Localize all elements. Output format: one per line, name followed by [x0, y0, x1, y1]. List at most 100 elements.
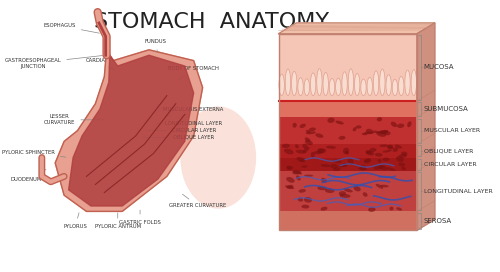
Ellipse shape	[376, 131, 386, 137]
Ellipse shape	[285, 185, 294, 189]
Ellipse shape	[343, 148, 349, 154]
Ellipse shape	[302, 144, 308, 149]
Text: CIRCULAR LAYER: CIRCULAR LAYER	[148, 128, 216, 133]
Ellipse shape	[340, 194, 350, 198]
Ellipse shape	[310, 152, 315, 157]
Ellipse shape	[396, 156, 404, 162]
Ellipse shape	[362, 192, 368, 197]
Ellipse shape	[398, 76, 404, 96]
Ellipse shape	[384, 131, 390, 135]
Ellipse shape	[345, 151, 349, 154]
Ellipse shape	[405, 70, 410, 96]
Ellipse shape	[390, 206, 394, 211]
Ellipse shape	[392, 79, 398, 96]
Ellipse shape	[298, 159, 306, 162]
Text: LONGITUDINAL LAYER: LONGITUDINAL LAYER	[424, 189, 492, 194]
Ellipse shape	[295, 144, 299, 148]
Bar	[278, 34, 417, 230]
Ellipse shape	[279, 74, 284, 96]
Ellipse shape	[398, 163, 405, 166]
Text: PYLORIC SPHINCTER: PYLORIC SPHINCTER	[2, 150, 66, 157]
Ellipse shape	[284, 149, 294, 154]
Ellipse shape	[336, 78, 341, 96]
Ellipse shape	[292, 170, 302, 174]
Ellipse shape	[411, 70, 416, 96]
Ellipse shape	[292, 71, 297, 96]
Ellipse shape	[296, 175, 300, 181]
Ellipse shape	[332, 160, 342, 163]
Text: ESOPHAGUS: ESOPHAGUS	[44, 23, 100, 33]
Ellipse shape	[314, 151, 322, 154]
Ellipse shape	[364, 132, 374, 134]
Ellipse shape	[380, 130, 388, 133]
Ellipse shape	[287, 166, 293, 169]
Ellipse shape	[358, 167, 368, 170]
Text: BODY OF STOMACH: BODY OF STOMACH	[168, 66, 219, 81]
Ellipse shape	[306, 131, 316, 134]
Ellipse shape	[380, 166, 388, 170]
Text: MUCOSA: MUCOSA	[424, 64, 454, 70]
Ellipse shape	[391, 122, 397, 127]
Ellipse shape	[388, 146, 394, 150]
Ellipse shape	[309, 128, 316, 131]
Ellipse shape	[364, 158, 371, 162]
Ellipse shape	[298, 197, 303, 202]
Ellipse shape	[338, 191, 346, 196]
Ellipse shape	[396, 207, 402, 211]
Polygon shape	[278, 23, 435, 34]
Ellipse shape	[374, 71, 378, 96]
Ellipse shape	[360, 165, 366, 170]
Ellipse shape	[296, 157, 305, 162]
Ellipse shape	[380, 185, 389, 187]
Ellipse shape	[407, 121, 412, 127]
Ellipse shape	[318, 186, 326, 190]
Ellipse shape	[380, 144, 388, 147]
Ellipse shape	[286, 177, 294, 183]
Ellipse shape	[336, 120, 344, 125]
Ellipse shape	[366, 129, 373, 134]
Ellipse shape	[374, 165, 382, 170]
Ellipse shape	[282, 144, 290, 148]
Ellipse shape	[316, 133, 324, 138]
Ellipse shape	[401, 152, 407, 156]
Ellipse shape	[317, 148, 324, 153]
Ellipse shape	[372, 131, 379, 133]
Ellipse shape	[321, 164, 330, 167]
Ellipse shape	[367, 77, 372, 96]
Ellipse shape	[382, 157, 390, 161]
Bar	[278, 144, 417, 157]
Ellipse shape	[333, 167, 340, 171]
Ellipse shape	[302, 205, 310, 209]
Ellipse shape	[304, 79, 310, 96]
Ellipse shape	[286, 166, 291, 170]
Ellipse shape	[321, 178, 327, 183]
Text: CARDIA: CARDIA	[86, 58, 115, 70]
Ellipse shape	[342, 163, 347, 167]
Polygon shape	[417, 23, 435, 230]
Ellipse shape	[380, 69, 385, 96]
Text: CIRCULAR LAYER: CIRCULAR LAYER	[424, 162, 476, 167]
Ellipse shape	[392, 147, 398, 152]
Bar	[278, 34, 417, 101]
Text: STOMACH  ANATOMY: STOMACH ANATOMY	[94, 12, 329, 32]
Ellipse shape	[305, 140, 313, 145]
Ellipse shape	[330, 164, 338, 169]
Text: OBLIQUE LAYER: OBLIQUE LAYER	[424, 148, 473, 153]
Ellipse shape	[286, 185, 294, 189]
Ellipse shape	[378, 130, 388, 134]
Ellipse shape	[304, 175, 313, 177]
Bar	[278, 211, 417, 230]
Text: MUSCULARIS EXTERNA: MUSCULARIS EXTERNA	[164, 107, 224, 116]
Ellipse shape	[316, 69, 322, 96]
Polygon shape	[55, 50, 203, 211]
Ellipse shape	[366, 150, 372, 154]
Ellipse shape	[348, 69, 354, 96]
Ellipse shape	[304, 197, 312, 203]
Bar	[278, 117, 417, 144]
Ellipse shape	[310, 73, 316, 96]
Ellipse shape	[395, 144, 402, 149]
Bar	[278, 171, 417, 211]
Ellipse shape	[318, 148, 326, 154]
Ellipse shape	[397, 123, 404, 128]
Text: SEROSA: SEROSA	[424, 218, 452, 224]
